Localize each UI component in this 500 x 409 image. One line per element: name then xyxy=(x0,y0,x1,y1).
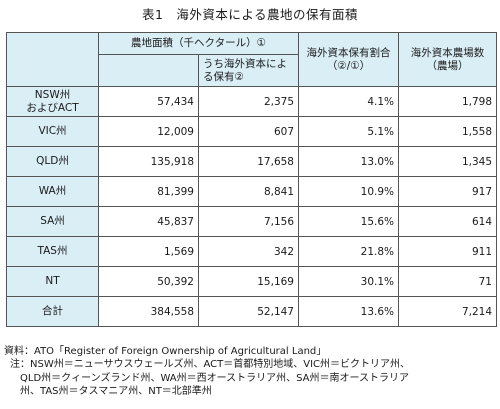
cell-farm-count: 71 xyxy=(398,266,497,297)
row-label: 合計 xyxy=(6,296,99,327)
source-note: 資料：ATO「Register of Foreign Ownership of … xyxy=(4,346,327,357)
header-farm-count: 海外資本農場数（農場） xyxy=(398,32,497,87)
row-label: SA州 xyxy=(6,206,99,237)
cell-foreign-ratio: 21.8% xyxy=(298,236,399,267)
cell-foreign-owned: 17,658 xyxy=(198,146,299,177)
header-foreign-ratio: 海外資本保有割合（②/①） xyxy=(298,32,399,87)
cell-farmland-area: 50,392 xyxy=(98,266,199,297)
row-label: QLD州 xyxy=(6,146,99,177)
row-label: WA州 xyxy=(6,176,99,207)
cell-foreign-ratio: 30.1% xyxy=(298,266,399,297)
row-label: NT xyxy=(6,266,99,297)
table-row: NT 50,392 15,169 30.1% 71 xyxy=(6,266,497,297)
cell-farmland-area: 135,918 xyxy=(98,146,199,177)
cell-farm-count: 1,345 xyxy=(398,146,497,177)
row-label: VIC州 xyxy=(6,116,99,147)
table-row: SA州 45,837 7,156 15.6% 614 xyxy=(6,206,497,237)
cell-farmland-area: 45,837 xyxy=(98,206,199,237)
cell-foreign-owned: 7,156 xyxy=(198,206,299,237)
cell-farmland-area: 81,399 xyxy=(98,176,199,207)
cell-foreign-ratio: 15.6% xyxy=(298,206,399,237)
header-foreign-owned: うち海外資本による保有② xyxy=(198,54,299,87)
header-empty xyxy=(98,54,199,87)
cell-farm-count: 917 xyxy=(398,176,497,207)
cell-farm-count: 7,214 xyxy=(398,296,497,327)
cell-farmland-area: 57,434 xyxy=(98,86,199,117)
row-label: TAS州 xyxy=(6,236,99,267)
cell-farm-count: 1,558 xyxy=(398,116,497,147)
cell-foreign-owned: 607 xyxy=(198,116,299,147)
cell-foreign-ratio: 10.9% xyxy=(298,176,399,207)
table-row: QLD州 135,918 17,658 13.0% 1,345 xyxy=(6,146,497,177)
corner-cell xyxy=(6,32,99,87)
table-row: NSW州 およびACT 57,434 2,375 4.1% 1,798 xyxy=(6,86,497,117)
table-row: VIC州 12,009 607 5.1% 1,558 xyxy=(6,116,497,147)
cell-foreign-owned: 52,147 xyxy=(198,296,299,327)
cell-foreign-ratio: 13.6% xyxy=(298,296,399,327)
row-label: NSW州 およびACT xyxy=(6,86,99,117)
table-row: TAS州 1,569 342 21.8% 911 xyxy=(6,236,497,267)
cell-farmland-area: 12,009 xyxy=(98,116,199,147)
farmland-table: 農地面積（千ヘクタール）① 海外資本保有割合（②/①） 海外資本農場数（農場） … xyxy=(6,32,497,327)
cell-farm-count: 911 xyxy=(398,236,497,267)
table-title: 表1 海外資本による農地の保有面積 xyxy=(141,7,359,22)
notes: 資料：ATO「Register of Foreign Ownership of … xyxy=(4,345,496,398)
cell-foreign-owned: 15,169 xyxy=(198,266,299,297)
header-farmland-area: 農地面積（千ヘクタール）① xyxy=(98,32,299,55)
cell-foreign-owned: 8,841 xyxy=(198,176,299,207)
cell-foreign-ratio: 5.1% xyxy=(298,116,399,147)
cell-foreign-owned: 2,375 xyxy=(198,86,299,117)
cell-farm-count: 1,798 xyxy=(398,86,497,117)
cell-farmland-area: 1,569 xyxy=(98,236,199,267)
table-row: WA州 81,399 8,841 10.9% 917 xyxy=(6,176,497,207)
cell-foreign-owned: 342 xyxy=(198,236,299,267)
cell-farmland-area: 384,558 xyxy=(98,296,199,327)
region-note: 注：NSW州＝ニューサウスウェールズ州、ACT＝首都特別地域、VIC州＝ビクトリ… xyxy=(10,359,411,397)
table-row: 合計 384,558 52,147 13.6% 7,214 xyxy=(6,296,497,327)
cell-foreign-ratio: 13.0% xyxy=(298,146,399,177)
cell-farm-count: 614 xyxy=(398,206,497,237)
cell-foreign-ratio: 4.1% xyxy=(298,86,399,117)
